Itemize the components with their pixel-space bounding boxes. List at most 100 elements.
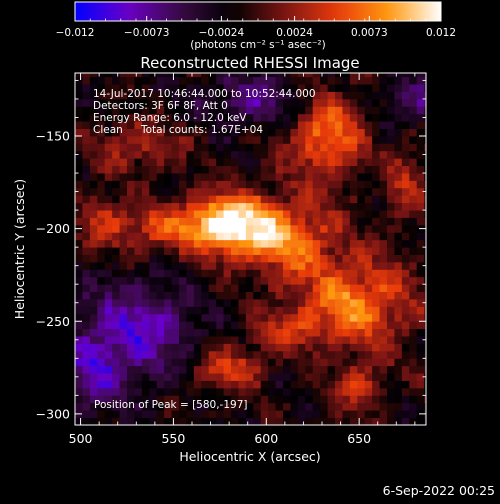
heatmap-cell — [223, 321, 232, 330]
heatmap-cell — [424, 165, 426, 174]
heatmap-cell — [387, 276, 395, 285]
heatmap-cell — [223, 202, 232, 211]
heatmap-cell — [97, 106, 106, 115]
heatmap-cell — [238, 343, 247, 352]
heatmap-cell — [238, 121, 247, 129]
heatmap-cell — [379, 121, 388, 129]
heatmap-cell — [305, 261, 314, 270]
heatmap-cell — [312, 224, 321, 233]
heatmap-cell — [305, 202, 314, 211]
heatmap-cell — [424, 143, 426, 152]
heatmap-cell — [305, 343, 314, 352]
heatmap-cell — [409, 276, 418, 285]
heatmap-cell — [201, 239, 210, 248]
heatmap-cell — [372, 350, 380, 359]
heatmap-cell — [335, 76, 343, 85]
heatmap-cell — [193, 224, 202, 233]
heatmap-cell — [89, 187, 98, 196]
heatmap-cell — [416, 299, 425, 307]
heatmap-cell — [253, 365, 262, 374]
heatmap-cell — [342, 150, 351, 159]
heatmap-cell — [320, 195, 328, 204]
heatmap-cell — [141, 350, 150, 359]
heatmap-cell — [349, 402, 358, 411]
heatmap-cell — [297, 210, 306, 218]
heatmap-cell — [164, 247, 172, 255]
heatmap-cell — [231, 91, 239, 100]
heatmap-cell — [149, 232, 158, 241]
heatmap-cell — [223, 84, 232, 92]
heatmap-cell — [186, 224, 195, 233]
heatmap-cell — [216, 173, 224, 181]
heatmap-cell — [290, 402, 299, 411]
heatmap-cell — [312, 350, 321, 359]
heatmap-cell — [268, 173, 276, 181]
heatmap-cell — [260, 343, 269, 352]
heatmap-cell — [305, 224, 314, 233]
heatmap-cell — [372, 210, 380, 218]
heatmap-cell — [82, 343, 91, 352]
heatmap-cell — [342, 328, 351, 337]
heatmap-cell — [312, 417, 321, 425]
annotation-peak-position: Position of Peak = [580,-197] — [94, 399, 248, 411]
heatmap-cell — [357, 373, 366, 381]
heatmap-cell — [193, 284, 202, 293]
heatmap-cell — [401, 380, 410, 389]
heatmap-cell — [327, 180, 336, 189]
heatmap-cell — [305, 187, 314, 196]
heatmap-cell — [97, 402, 106, 411]
heatmap-cell — [424, 365, 426, 374]
heatmap-cell — [186, 187, 195, 196]
heatmap-cell — [297, 135, 306, 144]
heatmap-cell — [223, 195, 232, 204]
heatmap-cell — [193, 180, 202, 189]
heatmap-cell — [357, 135, 366, 144]
heatmap-cell — [424, 158, 426, 167]
heatmap-cell — [179, 306, 187, 315]
heatmap-cell — [290, 158, 299, 167]
heatmap-cell — [387, 113, 395, 122]
heatmap-cell — [297, 187, 306, 196]
heatmap-cell — [156, 358, 165, 367]
heatmap-cell — [253, 321, 262, 330]
heatmap-cell — [89, 113, 98, 122]
heatmap-cell — [245, 224, 254, 233]
heatmap-cell — [179, 254, 187, 263]
heatmap-cell — [335, 343, 343, 352]
heatmap-cell — [134, 224, 143, 233]
heatmap-cell — [372, 84, 380, 92]
heatmap-cell — [364, 343, 373, 352]
heatmap-cell — [327, 284, 336, 293]
heatmap-cell — [231, 299, 239, 307]
heatmap-cell — [379, 410, 388, 418]
heatmap-cell — [82, 113, 91, 122]
heatmap-cell — [327, 173, 336, 181]
heatmap-cell — [193, 336, 202, 344]
heatmap-cell — [260, 387, 269, 396]
x-tick-label: 600 — [254, 431, 278, 446]
heatmap-cell — [75, 336, 83, 344]
heatmap-cell — [119, 150, 128, 159]
heatmap-cell — [89, 98, 98, 107]
heatmap-cell — [112, 299, 120, 307]
heatmap-cell — [186, 239, 195, 248]
heatmap-cell — [149, 106, 158, 115]
heatmap-cell — [119, 143, 128, 152]
colorbar-tick-label: −0.0024 — [199, 27, 245, 39]
heatmap-cell — [305, 373, 314, 381]
heatmap-cell — [208, 180, 217, 189]
heatmap-cell — [297, 306, 306, 315]
heatmap-cell — [305, 210, 314, 218]
heatmap-cell — [305, 247, 314, 255]
heatmap-cell — [82, 358, 91, 367]
heatmap-cell — [82, 291, 91, 300]
heatmap-cell — [253, 387, 262, 396]
heatmap-cell — [394, 387, 403, 396]
heatmap-cell — [424, 247, 426, 255]
heatmap-cell — [409, 261, 418, 270]
heatmap-cell — [216, 343, 224, 352]
heatmap-cell — [424, 84, 426, 92]
heatmap-cell — [260, 358, 269, 367]
heatmap-cell — [186, 373, 195, 381]
heatmap-cell — [372, 313, 380, 322]
